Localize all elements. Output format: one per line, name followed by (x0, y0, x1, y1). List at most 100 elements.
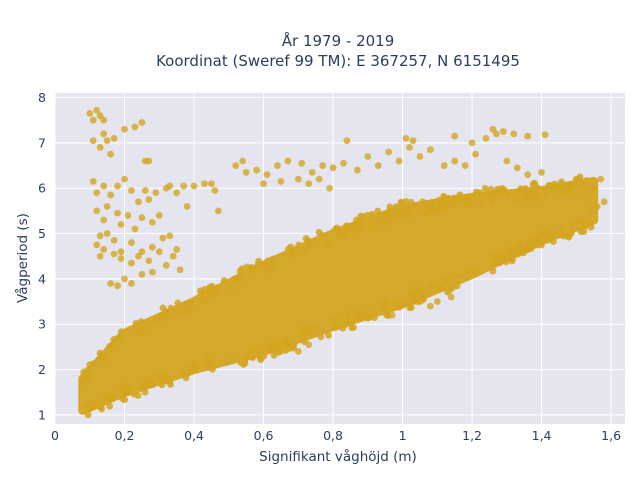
band-edge-point (557, 178, 565, 186)
band-edge-point (508, 257, 516, 265)
band-edge-point (173, 308, 181, 316)
band-edge-point (571, 219, 579, 226)
scatter-point (214, 207, 222, 215)
band-edge-point (414, 287, 422, 294)
band-edge-point (354, 313, 362, 321)
band-edge-point (220, 277, 228, 284)
band-edge-point (167, 381, 174, 388)
band-edge-point (329, 316, 337, 324)
band-edge-point (282, 337, 290, 344)
scatter-point (524, 171, 532, 179)
band-edge-point (201, 285, 209, 293)
scatter-points (86, 106, 608, 360)
band-edge-point (407, 289, 415, 297)
scatter-point (183, 202, 191, 210)
scatter-point (590, 184, 598, 192)
scatter-point (277, 348, 285, 355)
band-edge-point (388, 213, 396, 221)
scatter-point (138, 119, 146, 126)
band-edge-point (492, 189, 500, 197)
scatter-point (131, 123, 139, 131)
band-edge-point (334, 322, 342, 329)
band-edge-point (383, 218, 390, 226)
scatter-point (513, 164, 521, 172)
scatter-point (128, 239, 135, 247)
band-edge-point (184, 369, 192, 377)
scatter-point (173, 246, 181, 253)
scatter-point (583, 189, 591, 197)
scatter-point (176, 266, 184, 274)
scatter-point (86, 110, 94, 117)
band-edge-point (224, 358, 232, 366)
scatter-point (100, 130, 108, 138)
band-edge-point (357, 212, 365, 220)
y-tick-label: 4 (38, 271, 46, 286)
x-tick-label: 1,4 (532, 428, 552, 443)
band-edge-point (435, 196, 443, 204)
band-edge-point (257, 356, 265, 364)
scatter-point (242, 168, 250, 176)
band-edge-point (575, 184, 582, 191)
band-edge-point (249, 354, 256, 361)
scatter-point (148, 243, 156, 251)
scatter-point (308, 168, 316, 176)
band-edge-point (174, 299, 182, 307)
band-edge-point (270, 263, 278, 271)
band-edge-point (325, 331, 332, 339)
band-edge-point (505, 251, 513, 259)
scatter-point (107, 191, 115, 199)
y-tick-label: 2 (38, 362, 46, 377)
band-edge-point (345, 224, 353, 232)
band-edge-point (495, 251, 503, 259)
band-edge-point (209, 290, 217, 298)
band-edge-point (368, 210, 376, 218)
band-edge-point (228, 285, 235, 293)
band-edge-point (502, 258, 510, 266)
band-edge-point (450, 194, 458, 202)
band-edge-point (276, 341, 284, 348)
band-edge-point (407, 304, 415, 311)
dense-point-cloud (78, 173, 599, 419)
scatter-point (155, 212, 163, 219)
scatter-point (110, 134, 118, 142)
scatter-point (294, 348, 302, 355)
band-edge-point (123, 384, 131, 392)
band-edge-point (317, 333, 325, 341)
band-edge-point (343, 311, 351, 319)
band-edge-point (442, 200, 450, 208)
scatter-point (426, 302, 434, 310)
band-edge-point (143, 381, 150, 389)
band-edge-point (392, 203, 400, 211)
scatter-point (110, 250, 118, 258)
band-edge-point (117, 328, 125, 336)
band-edge-point (259, 262, 267, 270)
scatter-point (121, 175, 128, 183)
band-edge-point (491, 259, 499, 267)
band-edge-point (374, 218, 382, 226)
band-edge-point (533, 195, 541, 203)
scatter-point (284, 157, 292, 165)
band-edge-point (447, 286, 454, 293)
scatter-point (117, 248, 125, 256)
band-edge-point (515, 250, 522, 258)
scatter-point (326, 184, 333, 192)
scatter-point (100, 216, 108, 224)
scatter-point (381, 304, 389, 312)
scatter-point (399, 300, 406, 308)
band-edge-point (464, 194, 472, 202)
band-edge-point (202, 361, 210, 369)
scatter-point (447, 293, 455, 301)
scatter-point (277, 178, 285, 185)
y-tick-label: 3 (38, 317, 46, 332)
band-edge-point (505, 246, 513, 254)
band-edge-point (367, 224, 375, 231)
x-tick-label: 0,2 (115, 428, 135, 443)
band-edge-point (437, 205, 445, 213)
band-edge-point (88, 401, 96, 409)
band-edge-point (209, 365, 216, 373)
band-edge-point (144, 376, 152, 384)
band-edge-point (315, 228, 323, 236)
band-edge-point (167, 304, 175, 312)
band-edge-point (243, 263, 251, 271)
scatter-point (600, 198, 608, 206)
